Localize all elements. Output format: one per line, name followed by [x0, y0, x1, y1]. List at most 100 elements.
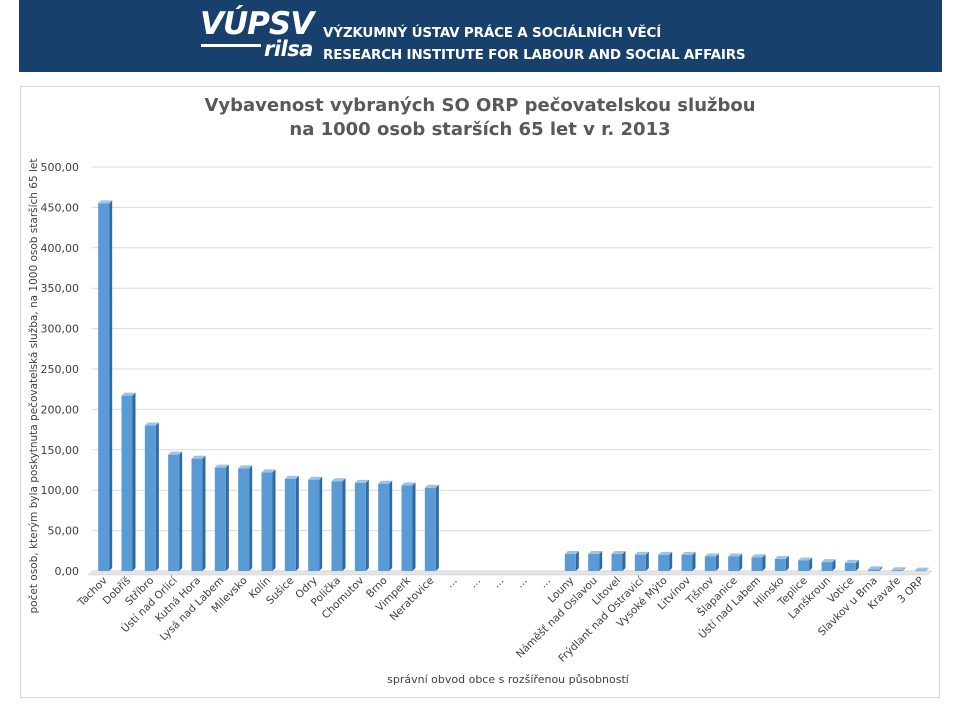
bar-side [739, 553, 743, 571]
bar [378, 483, 390, 571]
bar-top [704, 553, 719, 557]
y-tick-label: 400,00 [41, 242, 80, 255]
bar-side [762, 554, 766, 571]
bar [214, 467, 226, 571]
bar-side [809, 557, 813, 571]
bar-top [564, 551, 579, 555]
bar [98, 203, 110, 572]
bar [331, 481, 343, 571]
x-tick-label: … [537, 575, 553, 591]
bar [891, 570, 903, 571]
bar-top [611, 551, 626, 555]
bar-side [715, 553, 719, 571]
bar-top [354, 479, 369, 483]
y-tick-label: 100,00 [41, 484, 80, 497]
bar [354, 482, 366, 571]
logo-divider [201, 44, 261, 47]
bar-side [179, 451, 183, 571]
bar-top [331, 478, 346, 482]
bar-side [599, 551, 603, 571]
bar [401, 485, 413, 571]
y-tick-label: 250,00 [41, 363, 80, 376]
bar-side [319, 476, 323, 571]
bar [121, 395, 133, 571]
bar [774, 558, 786, 571]
bar-side [645, 551, 649, 571]
y-tick-label: 300,00 [41, 323, 80, 336]
bar-side [249, 465, 253, 571]
bar [564, 554, 576, 571]
bar [728, 556, 740, 571]
bar-top [238, 465, 253, 469]
bar-side [109, 200, 113, 572]
bar-top [728, 553, 743, 557]
bar-top [284, 475, 299, 479]
bar-side [575, 551, 579, 571]
bar-top [914, 567, 929, 571]
bar [914, 570, 926, 572]
bar [681, 554, 693, 571]
bar [308, 479, 320, 571]
y-tick-label: 450,00 [41, 201, 80, 214]
x-tick-label: Tachov [75, 575, 110, 610]
chart-floor [87, 570, 933, 576]
bar [658, 554, 670, 571]
bar [798, 560, 810, 571]
y-tick-label: 0,00 [55, 565, 80, 578]
bar [284, 478, 296, 571]
bar-side [879, 566, 883, 571]
x-axis-label: správní obvod obce s rozšířenou působnos… [387, 673, 629, 686]
bar-top [308, 476, 323, 480]
logo-vupsv: VÚPSV [200, 6, 314, 42]
header-banner [19, 0, 942, 72]
bar-side [785, 555, 789, 571]
bar-top [681, 551, 696, 555]
bar [144, 425, 156, 571]
bar [821, 562, 833, 571]
y-tick-label: 200,00 [41, 403, 80, 416]
institute-name-cz: VÝZKUMNÝ ÚSTAV PRÁCE A SOCIÁLNÍCH VĚCÍ [323, 25, 662, 41]
bar-top [658, 551, 673, 555]
y-tick-label: 50,00 [48, 525, 80, 538]
bar [868, 569, 880, 571]
bar-top [868, 566, 883, 570]
bar-top [378, 480, 393, 484]
bar-top [121, 392, 136, 396]
bar-top [191, 455, 206, 459]
bar [191, 458, 203, 571]
bar-top [98, 200, 113, 204]
bar-side [202, 455, 206, 571]
chart-title-line2: na 1000 osob starších 65 let v r. 2013 [289, 119, 671, 140]
bar-top [144, 422, 159, 426]
chart-title-line1: Vybavenost vybraných SO ORP pečovatelsko… [204, 95, 756, 116]
bar [844, 562, 856, 571]
bar-side [342, 478, 346, 571]
bar [634, 554, 646, 571]
bar [611, 554, 623, 571]
bar-top [751, 554, 766, 558]
bar-side [435, 484, 439, 571]
bar-top [214, 464, 229, 468]
y-tick-label: 500,00 [41, 161, 80, 174]
bar-top [634, 551, 649, 555]
logo-rilsa: rilsa [264, 37, 313, 61]
bar [704, 556, 716, 571]
bar-top [891, 567, 906, 571]
bar-top [774, 555, 789, 559]
x-tick-label: … [491, 575, 507, 591]
bar-top [798, 557, 813, 561]
bar-side [622, 551, 626, 571]
y-tick-label: 350,00 [41, 282, 80, 295]
bar-side [412, 482, 416, 571]
bar [238, 468, 250, 571]
bar [588, 554, 600, 571]
bar [751, 557, 763, 571]
bar-side [272, 469, 276, 571]
bar [261, 472, 273, 571]
bar [424, 487, 436, 571]
bar-side [225, 464, 229, 571]
x-tick-label: … [467, 575, 483, 591]
bar-top [844, 559, 859, 563]
bar [168, 454, 180, 571]
